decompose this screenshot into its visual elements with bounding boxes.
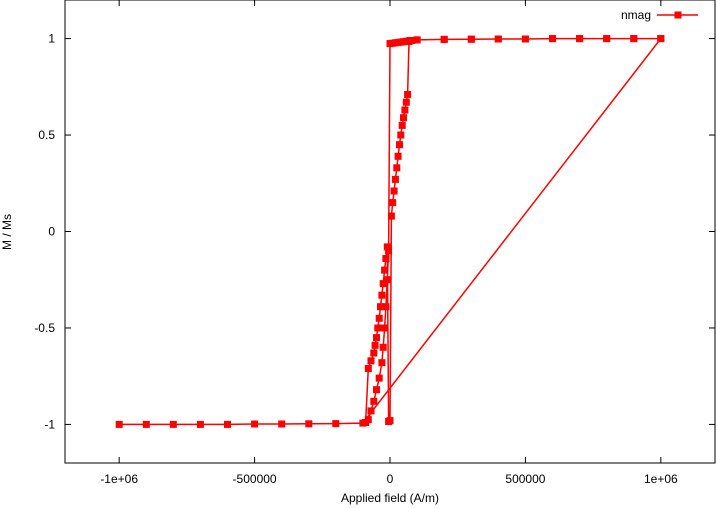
y-tick-label: 1 <box>48 32 55 46</box>
data-point <box>389 199 397 207</box>
data-point <box>382 303 390 311</box>
data-point <box>371 341 379 349</box>
data-point <box>378 359 386 367</box>
x-tick-label: -1e+06 <box>100 472 138 486</box>
data-point <box>375 314 383 322</box>
data-point <box>373 334 380 342</box>
data-point <box>367 357 375 365</box>
series-line-nmag <box>119 37 663 426</box>
legend-label-nmag: nmag <box>621 8 651 22</box>
y-axis-label: M / Ms <box>0 214 14 250</box>
data-point <box>374 324 382 332</box>
data-point <box>394 152 402 160</box>
data-point <box>390 187 398 195</box>
data-point <box>385 247 393 255</box>
data-point <box>379 280 387 288</box>
data-point <box>401 106 409 114</box>
x-tick-label: -500000 <box>233 472 277 486</box>
data-point <box>408 37 416 44</box>
y-tick-labels: -1 -0.5 0 0.5 1 <box>34 32 55 432</box>
data-point <box>521 35 529 43</box>
legend: nmag <box>621 8 698 22</box>
data-point <box>440 35 448 43</box>
data-point <box>375 374 383 382</box>
data-point <box>400 114 407 122</box>
data-point <box>397 131 405 139</box>
y-tick-label: 0 <box>48 225 55 239</box>
data-point <box>383 243 391 251</box>
data-point <box>378 291 386 299</box>
data-point <box>196 420 204 428</box>
x-axis-label: Applied field (A/m) <box>341 491 439 505</box>
data-point <box>657 35 665 43</box>
data-point <box>467 35 475 43</box>
data-point <box>367 407 375 415</box>
data-point <box>387 212 395 220</box>
data-point <box>413 36 421 44</box>
x-tick-labels: -1e+06 -500000 0 500000 1e+06 <box>100 472 678 486</box>
data-point <box>382 255 390 262</box>
data-point <box>393 164 401 172</box>
data-point <box>383 276 391 284</box>
data-point <box>391 175 399 183</box>
y-tick-label: -1 <box>44 417 55 431</box>
data-point <box>386 417 394 425</box>
data-point <box>142 420 150 428</box>
data-point <box>377 303 384 311</box>
data-point <box>381 266 389 274</box>
data-point <box>549 35 556 43</box>
data-point <box>402 98 410 106</box>
data-point <box>398 121 406 129</box>
series-layer <box>115 35 665 428</box>
data-point <box>381 324 389 332</box>
data-point <box>576 35 584 43</box>
data-point <box>603 35 611 43</box>
data-point <box>379 343 387 351</box>
data-point <box>630 35 638 43</box>
data-point <box>370 349 378 357</box>
data-point <box>396 141 403 149</box>
data-point <box>494 35 502 43</box>
data-point <box>169 420 177 428</box>
y-tick-label: -0.5 <box>34 321 55 335</box>
data-point <box>386 40 394 48</box>
data-point <box>278 420 286 428</box>
x-tick-label: 1e+06 <box>644 472 678 486</box>
data-point <box>373 386 380 394</box>
data-point <box>224 420 231 428</box>
data-point <box>359 419 367 427</box>
x-tick-label: 0 <box>387 472 394 486</box>
data-point <box>404 91 412 98</box>
data-point <box>332 420 340 428</box>
y-tick-label: 0.5 <box>38 128 55 142</box>
data-point <box>115 420 123 428</box>
data-point <box>305 420 313 428</box>
data-point <box>364 365 372 372</box>
legend-marker <box>674 11 682 19</box>
x-tick-label: 500000 <box>505 472 545 486</box>
data-point <box>251 420 259 428</box>
data-point <box>370 397 378 405</box>
axis-ticks <box>65 0 715 463</box>
